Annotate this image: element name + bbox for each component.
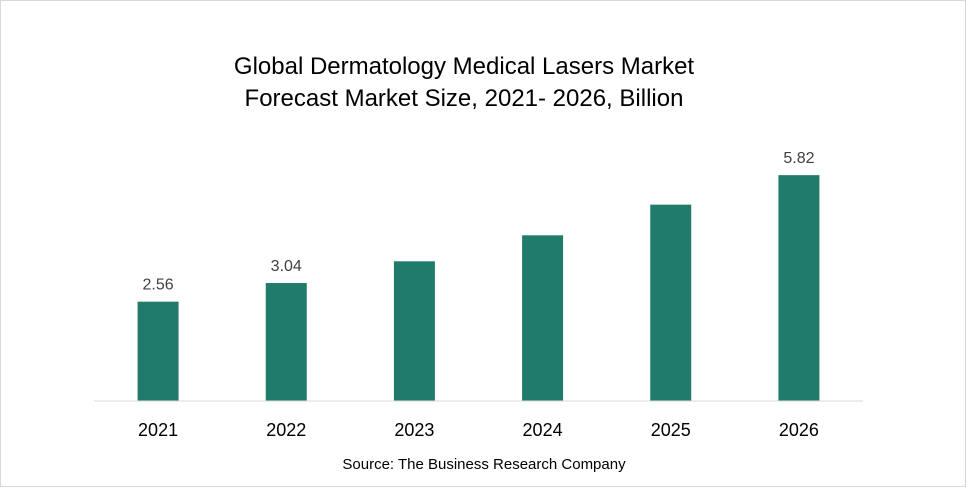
x-tick-label: 2022	[266, 420, 306, 440]
chart-title: Global Dermatology Medical Lasers Market	[233, 53, 695, 80]
source-note: Source: The Business Research Company	[342, 456, 626, 473]
x-tick-label: 2023	[394, 420, 434, 440]
bars-layer	[137, 175, 820, 401]
labels-layer: 2021 2.56 2022 3.04 2023 2024 2025 2026 5.82	[138, 150, 819, 440]
x-tick-label: 2021	[138, 420, 178, 440]
bar-2024	[522, 235, 564, 401]
bar-2023	[393, 261, 435, 401]
data-label-2021: 2.56	[143, 277, 174, 294]
data-label-2022: 3.04	[271, 258, 302, 275]
x-tick-label: 2026	[779, 420, 819, 440]
x-tick-label: 2024	[523, 420, 563, 440]
bar-2022	[265, 283, 307, 401]
bar-2025	[650, 204, 692, 401]
bar-2026	[778, 175, 820, 401]
data-label-2026: 5.82	[783, 150, 814, 167]
x-tick-label: 2025	[651, 420, 691, 440]
chart-subtitle: Forecast Market Size, 2021- 2026, Billio…	[244, 85, 684, 112]
bar-2021	[137, 301, 179, 401]
chart-title-block: Global Dermatology Medical Lasers Market…	[1, 51, 927, 115]
